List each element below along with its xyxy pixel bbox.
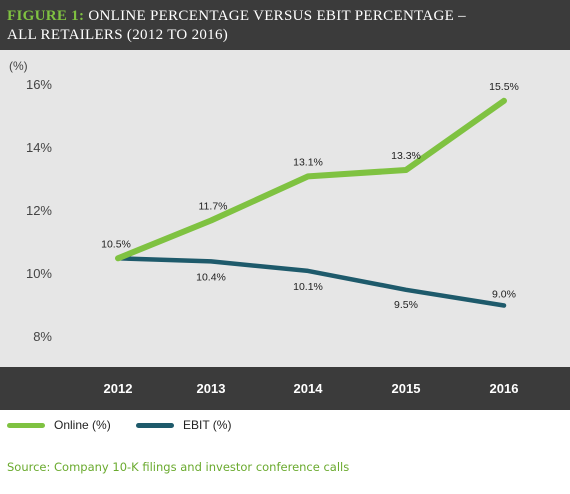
x-tick-label: 2014 <box>294 381 324 396</box>
ebit-data-label: 9.5% <box>394 299 418 311</box>
ebit-data-label: 10.4% <box>196 271 226 283</box>
x-axis-bar <box>0 367 570 410</box>
figure-label: FIGURE 1: <box>7 8 85 24</box>
x-tick-label: 2016 <box>490 381 519 396</box>
y-tick-label: 16% <box>26 77 52 92</box>
ebit-data-label: 10.1% <box>293 281 323 293</box>
title-text: ONLINE PERCENTAGE VERSUS EBIT PERCENTAGE… <box>84 8 466 24</box>
y-axis-label: (%) <box>9 59 28 73</box>
online-data-label: 13.3% <box>391 150 421 162</box>
title-bar: FIGURE 1: ONLINE PERCENTAGE VERSUS EBIT … <box>0 0 570 50</box>
online-data-label: 15.5% <box>489 81 519 93</box>
plot-area <box>0 50 570 367</box>
ebit-series-line <box>115 256 507 308</box>
chart-title-line-1: FIGURE 1: ONLINE PERCENTAGE VERSUS EBIT … <box>7 8 466 25</box>
online-series-line <box>115 97 507 262</box>
y-tick-label: 14% <box>26 140 52 155</box>
legend-label-online: Online (%) <box>54 418 111 432</box>
online-data-label: 13.1% <box>293 156 323 168</box>
legend-item-ebit: EBIT (%) <box>136 418 231 432</box>
online-data-label: 11.7% <box>199 200 228 212</box>
x-tick-label: 2012 <box>104 381 133 396</box>
y-tick-label: 10% <box>26 266 52 281</box>
chart-title-line-2: ALL RETAILERS (2012 TO 2016) <box>7 27 229 43</box>
ebit-data-label: 9.0% <box>492 289 516 301</box>
y-tick-label: 12% <box>26 203 52 218</box>
x-tick-label: 2015 <box>392 381 421 396</box>
online-data-label: 10.5% <box>101 238 131 250</box>
legend-swatch-online <box>7 422 45 428</box>
y-tick-label: 8% <box>33 329 52 344</box>
legend-swatch-ebit <box>136 422 174 428</box>
legend-label-ebit: EBIT (%) <box>183 418 232 432</box>
x-tick-label: 2013 <box>197 381 226 396</box>
source-note: Source: Company 10-K filings and investo… <box>7 460 350 474</box>
legend-item-online: Online (%) <box>7 418 111 432</box>
